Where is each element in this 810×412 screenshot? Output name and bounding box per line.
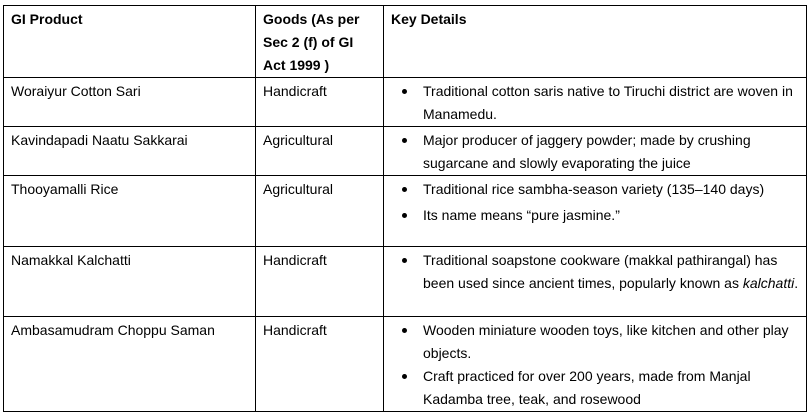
detail-text: Traditional soapstone cookware (makkal p… <box>423 252 778 291</box>
goods-cell: Handicraft <box>255 316 384 412</box>
header-gi-product: GI Product <box>3 5 256 78</box>
details-cell: Wooden miniature wooden toys, like kitch… <box>383 316 807 412</box>
detail-bullet: Major producer of jaggery powder; made b… <box>391 129 800 175</box>
gi-products-table: GI Product Goods (As per Sec 2 (f) of GI… <box>3 5 807 412</box>
goods-cell: Handicraft <box>255 77 384 127</box>
table-header-row: GI Product Goods (As per Sec 2 (f) of GI… <box>3 5 807 78</box>
detail-bullet: Craft practiced for over 200 years, made… <box>391 365 800 411</box>
goods-cell: Agricultural <box>255 175 384 247</box>
table-row: Woraiyur Cotton Sari Handicraft Traditio… <box>3 77 807 127</box>
details-cell: Traditional rice sambha-season variety (… <box>383 175 807 247</box>
detail-bullet: Traditional rice sambha-season variety (… <box>391 178 800 201</box>
detail-italic-term: kalchatti <box>742 275 795 291</box>
table-row: Ambasamudram Choppu Saman Handicraft Woo… <box>3 316 807 412</box>
header-key-details: Key Details <box>383 5 807 78</box>
detail-text-end: . <box>794 275 799 291</box>
table-row: Namakkal Kalchatti Handicraft Traditiona… <box>3 246 807 317</box>
table-row: Thooyamalli Rice Agricultural Traditiona… <box>3 175 807 247</box>
detail-bullet: Traditional soapstone cookware (makkal p… <box>391 249 800 295</box>
product-cell: Ambasamudram Choppu Saman <box>3 316 256 412</box>
product-cell: Woraiyur Cotton Sari <box>3 77 256 127</box>
detail-bullet: Wooden miniature wooden toys, like kitch… <box>391 319 800 365</box>
details-cell: Major producer of jaggery powder; made b… <box>383 126 807 176</box>
details-cell: Traditional cotton saris native to Tiruc… <box>383 77 807 127</box>
details-cell: Traditional soapstone cookware (makkal p… <box>383 246 807 317</box>
product-cell: Namakkal Kalchatti <box>3 246 256 317</box>
product-cell: Thooyamalli Rice <box>3 175 256 247</box>
goods-cell: Handicraft <box>255 246 384 317</box>
detail-bullet: Traditional cotton saris native to Tiruc… <box>391 80 800 126</box>
goods-cell: Agricultural <box>255 126 384 176</box>
detail-bullet: Its name means “pure jasmine.” <box>391 204 800 227</box>
header-goods: Goods (As per Sec 2 (f) of GI Act 1999 ) <box>255 5 384 78</box>
table-row: Kavindapadi Naatu Sakkarai Agricultural … <box>3 126 807 176</box>
product-cell: Kavindapadi Naatu Sakkarai <box>3 126 256 176</box>
